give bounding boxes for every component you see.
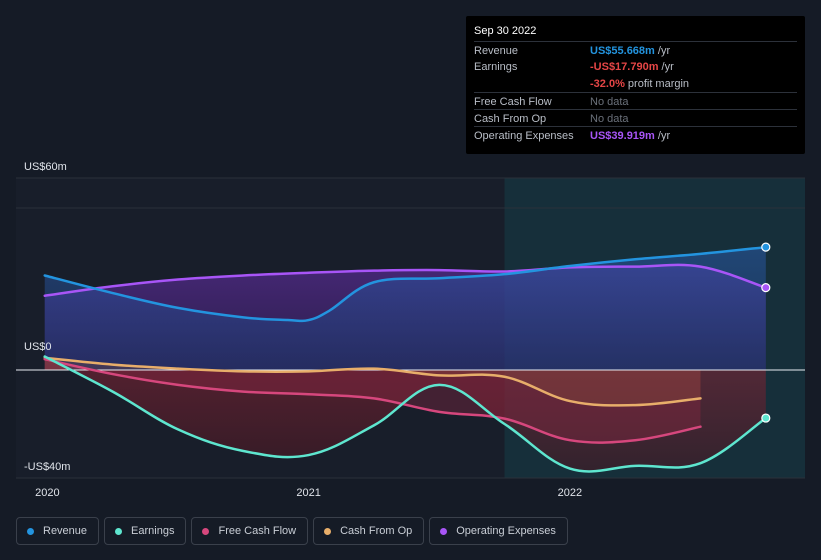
tooltip-row-free-cash-flow: Free Cash Flow No data [474, 92, 797, 110]
y-tick-label: -US$40m [24, 461, 70, 473]
tooltip-value: -32.0% [590, 78, 625, 90]
tooltip-suffix: /yr [654, 45, 671, 57]
y-tick-label: US$0 [24, 341, 52, 353]
revenue-area [44, 247, 766, 370]
legend-label: Earnings [131, 525, 175, 537]
tooltip-label: Cash From Op [474, 113, 547, 125]
tooltip-label: Free Cash Flow [474, 96, 552, 108]
tooltip-row-earnings: Earnings -US$17.790m /yr [474, 58, 797, 75]
tooltip-label: Operating Expenses [474, 130, 574, 142]
tooltip-value: No data [590, 113, 629, 125]
y-tick-label: US$60m [24, 161, 67, 173]
tooltip-date: Sep 30 2022 [474, 25, 537, 37]
x-tick-label: 2021 [296, 487, 320, 499]
revenue-line [43, 245, 768, 323]
x-tick-label: 2020 [35, 487, 59, 499]
legend-item-revenue[interactable]: Revenue [16, 517, 100, 545]
earnings-dot-icon [115, 527, 123, 535]
cash-from-op-area [44, 357, 701, 406]
earnings-line [43, 355, 768, 473]
tooltip-suffix: /yr [654, 130, 671, 142]
tooltip-row-cash-from-op: Cash From Op No data [474, 109, 797, 127]
operating-expenses-end-marker [761, 283, 771, 293]
legend-item-earnings[interactable]: Earnings [104, 517, 187, 545]
free-cash-flow-line [43, 357, 702, 444]
tooltip-row-operating-expenses: Operating Expenses US$39.919m /yr [474, 126, 797, 144]
operating-expenses-line [43, 263, 768, 297]
earnings-end-marker [761, 413, 771, 423]
tooltip-value: US$39.919m [590, 130, 655, 142]
legend: Revenue Earnings Free Cash Flow Cash Fro… [16, 517, 568, 545]
legend-item-operating-expenses[interactable]: Operating Expenses [429, 517, 568, 545]
operating-expenses-dot-icon [440, 527, 448, 535]
x-tick-label: 2022 [558, 487, 582, 499]
tooltip-suffix: /yr [658, 61, 674, 73]
tooltip-label: Revenue [474, 45, 519, 57]
legend-label: Operating Expenses [456, 525, 556, 537]
tooltip-value: US$55.668m [590, 45, 655, 57]
tooltip-row-revenue: Revenue US$55.668m /yr [474, 41, 797, 59]
revenue-end-marker [761, 242, 771, 252]
revenue-dot-icon [27, 527, 34, 535]
cash-from-op-line [43, 356, 702, 407]
legend-label: Cash From Op [340, 525, 413, 537]
free-cash-flow-dot-icon [202, 527, 210, 535]
legend-label: Free Cash Flow [218, 525, 297, 537]
tooltip-suffix: profit margin [624, 78, 690, 90]
tooltip-panel: Sep 30 2022 Revenue US$55.668m /yr Earni… [466, 16, 805, 154]
cash-from-op-dot-icon [324, 527, 332, 535]
tooltip-value: No data [590, 96, 629, 108]
legend-item-free-cash-flow[interactable]: Free Cash Flow [191, 517, 309, 545]
legend-label: Revenue [43, 525, 88, 537]
legend-item-cash-from-op[interactable]: Cash From Op [313, 517, 425, 545]
free-cash-flow-area [44, 359, 701, 443]
tooltip-row-profit-margin: -32.0% profit margin [474, 75, 797, 92]
tooltip-label: Earnings [474, 61, 518, 73]
tooltip-value: -US$17.790m [590, 61, 659, 73]
